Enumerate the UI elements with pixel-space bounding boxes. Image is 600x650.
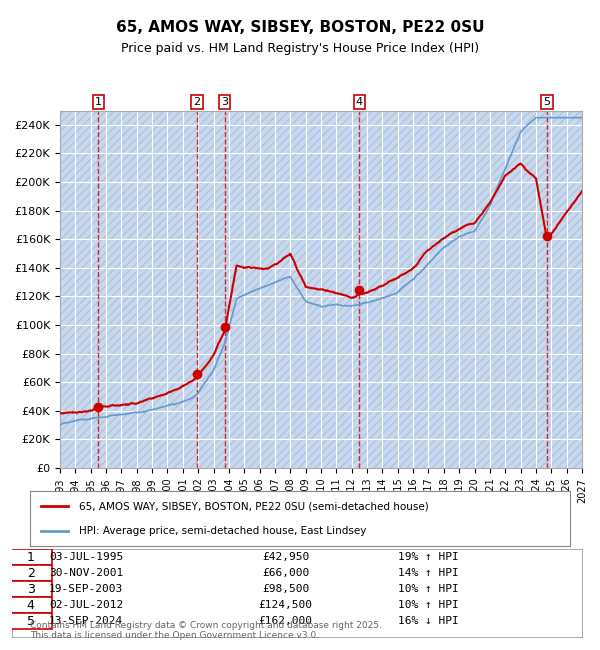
Text: 2: 2 [193, 97, 200, 107]
Text: HPI: Average price, semi-detached house, East Lindsey: HPI: Average price, semi-detached house,… [79, 526, 366, 536]
Text: 5: 5 [544, 97, 550, 107]
Text: 30-NOV-2001: 30-NOV-2001 [49, 568, 123, 578]
FancyBboxPatch shape [9, 549, 52, 565]
FancyBboxPatch shape [9, 597, 52, 613]
Text: 13-SEP-2024: 13-SEP-2024 [49, 616, 123, 626]
Text: 1: 1 [27, 551, 35, 564]
Text: 3: 3 [27, 582, 35, 595]
Text: 4: 4 [356, 97, 363, 107]
Text: £66,000: £66,000 [262, 568, 309, 578]
Text: £124,500: £124,500 [259, 600, 313, 610]
Text: 2: 2 [27, 567, 35, 580]
Text: 03-JUL-1995: 03-JUL-1995 [49, 552, 123, 562]
Text: 16% ↓ HPI: 16% ↓ HPI [398, 616, 458, 626]
Text: 65, AMOS WAY, SIBSEY, BOSTON, PE22 0SU: 65, AMOS WAY, SIBSEY, BOSTON, PE22 0SU [116, 20, 484, 34]
Text: 19% ↑ HPI: 19% ↑ HPI [398, 552, 458, 562]
Text: Price paid vs. HM Land Registry's House Price Index (HPI): Price paid vs. HM Land Registry's House … [121, 42, 479, 55]
Text: 1: 1 [95, 97, 102, 107]
FancyBboxPatch shape [9, 566, 52, 581]
Text: 10% ↑ HPI: 10% ↑ HPI [398, 600, 458, 610]
Text: 65, AMOS WAY, SIBSEY, BOSTON, PE22 0SU (semi-detached house): 65, AMOS WAY, SIBSEY, BOSTON, PE22 0SU (… [79, 501, 428, 511]
Text: £162,000: £162,000 [259, 616, 313, 626]
Text: 4: 4 [27, 599, 35, 612]
Text: 5: 5 [27, 614, 35, 627]
Text: 3: 3 [221, 97, 228, 107]
Text: 02-JUL-2012: 02-JUL-2012 [49, 600, 123, 610]
Text: 19-SEP-2003: 19-SEP-2003 [49, 584, 123, 594]
Text: £98,500: £98,500 [262, 584, 309, 594]
FancyBboxPatch shape [9, 613, 52, 629]
FancyBboxPatch shape [9, 581, 52, 597]
Text: 10% ↑ HPI: 10% ↑ HPI [398, 584, 458, 594]
Text: £42,950: £42,950 [262, 552, 309, 562]
Text: 14% ↑ HPI: 14% ↑ HPI [398, 568, 458, 578]
Text: Contains HM Land Registry data © Crown copyright and database right 2025.
This d: Contains HM Land Registry data © Crown c… [30, 621, 382, 640]
